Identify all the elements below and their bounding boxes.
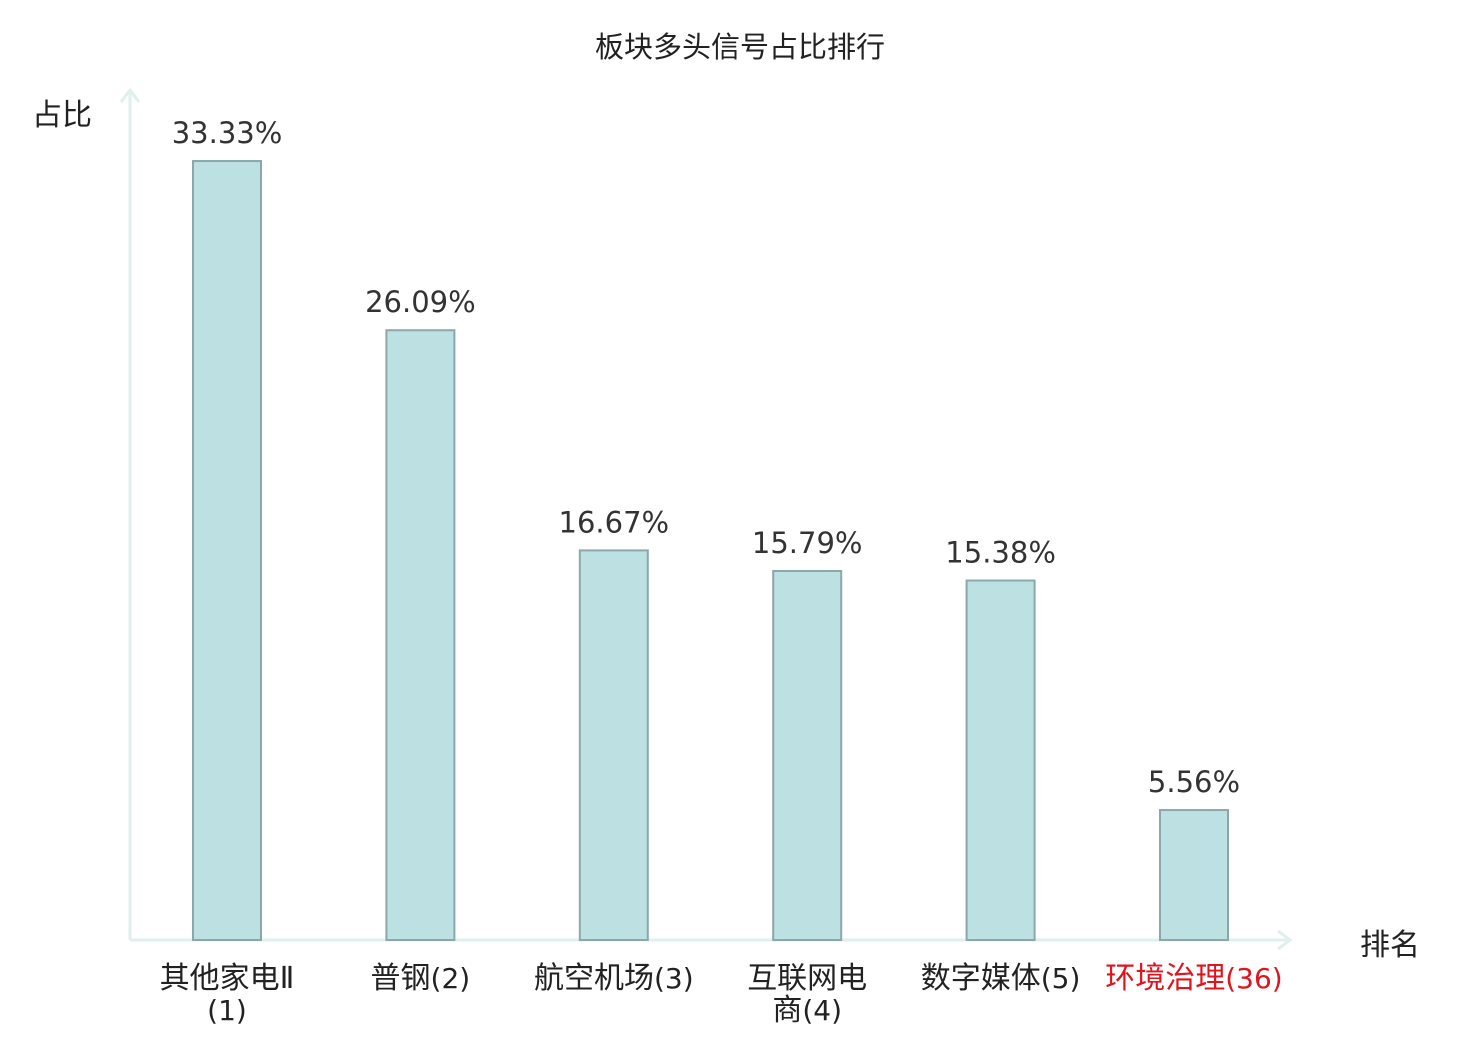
bar-4: [772, 569, 843, 941]
category-label-1: 其他家电Ⅱ(1): [157, 963, 297, 1027]
value-labels: 33.33% 26.09% 16.67% 15.79% 15.38% 5.56%: [172, 116, 1240, 799]
category-label-5: 数字媒体(5): [901, 963, 1101, 995]
category-label-3: 航空机场(3): [514, 963, 714, 995]
category-label-4: 互联网电商(4): [737, 963, 877, 1027]
category-rank: (3): [653, 962, 694, 995]
value-label-5: 15.38%: [945, 536, 1056, 570]
value-label-1: 33.33%: [172, 116, 283, 150]
value-label-2: 26.09%: [365, 285, 476, 319]
value-label-4: 15.79%: [752, 526, 863, 560]
category-name: 航空机场: [533, 961, 654, 996]
category-name: 环境治理: [1105, 961, 1226, 996]
category-name: 互联网电商: [747, 961, 868, 1028]
bar-1: [192, 160, 262, 942]
category-name: 数字媒体: [920, 961, 1041, 996]
value-label-6: 5.56%: [1148, 765, 1240, 799]
category-rank: (1): [207, 994, 247, 1027]
chart-title: 板块多头信号占比排行: [594, 30, 885, 64]
category-rank: (5): [1040, 962, 1081, 995]
axes: [119, 87, 1293, 951]
bar-6: [1159, 809, 1229, 942]
value-label-3: 16.67%: [559, 505, 670, 539]
category-rank: (4): [802, 994, 843, 1027]
y-axis-label: 占比: [32, 98, 92, 133]
category-rank: (2): [430, 962, 471, 995]
bar-2: [385, 329, 456, 941]
bar-5: [965, 579, 1036, 941]
x-axis-arrow-icon: [1277, 929, 1293, 951]
bar-3: [578, 549, 649, 942]
category-label-6: 环境治理(36): [1094, 963, 1294, 995]
category-label-2: 普钢(2): [320, 963, 520, 995]
x-axis-label: 排名: [1360, 928, 1420, 963]
category-name: 普钢: [370, 961, 431, 996]
y-axis-arrow-icon: [119, 87, 141, 103]
category-rank: (36): [1225, 962, 1283, 995]
category-name: 其他家电Ⅱ: [159, 961, 295, 996]
bars: [192, 160, 1229, 942]
